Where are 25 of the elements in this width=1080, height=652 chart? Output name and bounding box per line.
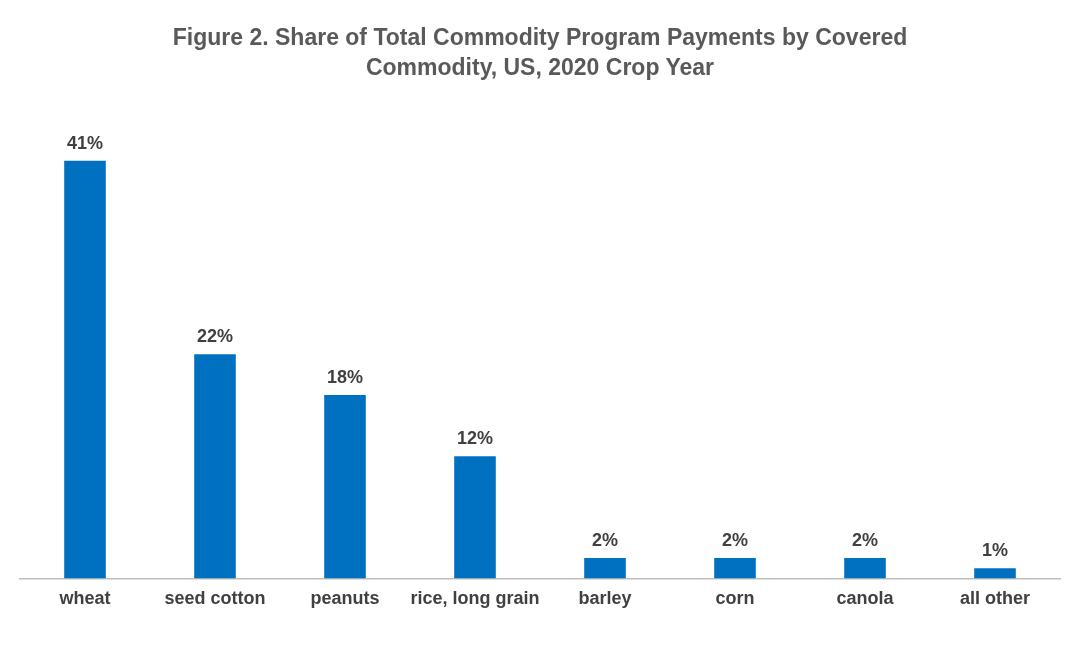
data-label: 41%	[66, 132, 104, 153]
data-label: 18%	[326, 367, 364, 388]
data-label: 22%	[196, 326, 234, 347]
x-tick-label: wheat	[58, 588, 111, 609]
x-tick-label: rice, long grain	[410, 588, 540, 609]
bar	[714, 558, 756, 579]
x-tick-label: all other	[959, 588, 1031, 609]
bar	[64, 160, 106, 579]
data-label: 2%	[591, 530, 619, 550]
bar	[584, 558, 626, 579]
data-label: 2%	[721, 530, 749, 550]
x-tick-label: canola	[836, 588, 895, 609]
data-label: 1%	[981, 540, 1009, 561]
data-label: 12%	[456, 428, 494, 449]
bar	[194, 354, 236, 579]
x-tick-label: peanuts	[310, 588, 380, 609]
x-tick-label: seed cotton	[164, 588, 266, 609]
x-tick-label: barley	[578, 588, 632, 609]
chart-title: Figure 2. Share of Total Commodity Program Payments by Covered Commodity, US, 2020 Crop Year	[171, 23, 909, 82]
bar	[454, 456, 496, 579]
data-label: 2%	[851, 530, 879, 550]
bar	[324, 395, 366, 579]
bar	[974, 568, 1016, 579]
bar	[844, 558, 886, 579]
x-tick-label: corn	[715, 588, 755, 609]
